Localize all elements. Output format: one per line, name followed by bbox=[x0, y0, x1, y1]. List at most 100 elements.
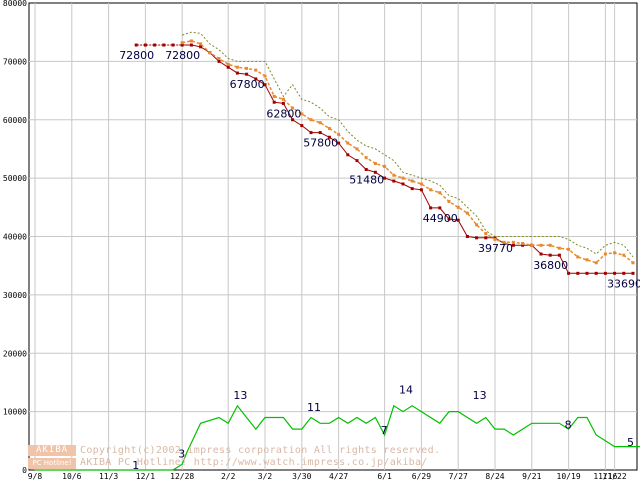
min-price-point bbox=[189, 43, 193, 47]
min-price-point bbox=[226, 65, 230, 69]
min-price-point bbox=[447, 217, 451, 221]
min-price-point bbox=[263, 83, 267, 87]
avg-price-point bbox=[410, 179, 414, 183]
avg-price-point bbox=[346, 141, 350, 145]
price-data-label: 51480 bbox=[349, 173, 384, 186]
min-price-point bbox=[438, 206, 442, 210]
price-data-label: 44900 bbox=[423, 212, 458, 225]
y-axis-ticks: 0 10000 20000 30000 40000 50000 60000 70000 8000… bbox=[3, 0, 27, 475]
avg-price-point bbox=[189, 39, 193, 43]
y-tick-label: 70000 bbox=[3, 57, 27, 66]
avg-price-point bbox=[603, 252, 607, 256]
avg-price-point bbox=[484, 232, 488, 236]
price-data-label: 33690 bbox=[607, 277, 640, 290]
min-price-point bbox=[217, 59, 221, 63]
min-price-point bbox=[245, 72, 249, 76]
y-tick-label: 0 bbox=[22, 466, 27, 475]
min-price-point bbox=[631, 271, 635, 275]
min-price-point bbox=[410, 187, 414, 191]
min-price-point bbox=[291, 118, 295, 122]
data-labels: 72800 72800 67800 62800 57800 51480 44900 39770… bbox=[119, 49, 640, 472]
avg-price-line bbox=[182, 40, 634, 264]
min-price-point bbox=[576, 271, 580, 275]
avg-price-point bbox=[309, 118, 313, 122]
avg-price-point bbox=[456, 205, 460, 209]
count-data-label: 1 bbox=[132, 459, 139, 472]
x-tick-label: 7/27 bbox=[449, 472, 468, 480]
min-price-point bbox=[355, 159, 359, 163]
avg-price-point bbox=[530, 243, 534, 247]
avg-price-point bbox=[548, 243, 552, 247]
avg-price-point bbox=[263, 74, 267, 78]
y-tick-label: 50000 bbox=[3, 174, 27, 183]
avg-price-point bbox=[419, 182, 423, 186]
min-price-point bbox=[419, 188, 423, 192]
akiba-logo: AKIBA PC Hotline! bbox=[28, 445, 76, 469]
avg-price-point bbox=[373, 162, 377, 166]
avg-price-point bbox=[465, 211, 469, 215]
y-tick-label: 10000 bbox=[3, 408, 27, 417]
x-tick-label: 10/6 bbox=[62, 472, 81, 480]
y-tick-label: 80000 bbox=[3, 0, 27, 8]
avg-price-point bbox=[199, 42, 203, 46]
min-price-point bbox=[548, 253, 552, 257]
min-price-point bbox=[373, 170, 377, 174]
price-data-label: 62800 bbox=[266, 107, 301, 120]
min-price-point bbox=[337, 141, 341, 145]
min-price-point bbox=[134, 43, 138, 47]
y-tick-label: 40000 bbox=[3, 233, 27, 242]
price-data-label: 39770 bbox=[478, 242, 513, 255]
avg-price-point bbox=[337, 132, 341, 136]
avg-price-point bbox=[447, 199, 451, 203]
x-tick-label: 11/3 bbox=[99, 472, 118, 480]
series bbox=[35, 31, 640, 471]
logo-bottom-text: PC Hotline! bbox=[28, 458, 76, 469]
count-data-label: 11 bbox=[307, 401, 321, 414]
min-price-point bbox=[475, 236, 479, 240]
min-price-point bbox=[622, 271, 626, 275]
min-price-point bbox=[429, 206, 433, 210]
x-tick-label: 2/2 bbox=[221, 472, 236, 480]
x-tick-label: 3/2 bbox=[258, 472, 273, 480]
min-price-point bbox=[613, 271, 617, 275]
price-data-label: 36800 bbox=[533, 259, 568, 272]
shop-count-line bbox=[35, 404, 640, 471]
count-data-label: 13 bbox=[233, 389, 247, 402]
avg-price-point bbox=[539, 243, 543, 247]
x-axis-ticks: 9/8 10/6 11/3 12/1 12/28 2/2 3/2 3/30 4/27 6/1 6/2… bbox=[28, 472, 627, 480]
min-price-point bbox=[153, 43, 157, 47]
avg-price-point bbox=[511, 240, 515, 244]
avg-price-point bbox=[585, 258, 589, 262]
min-price-point bbox=[180, 43, 184, 47]
avg-price-point bbox=[567, 247, 571, 251]
y-tick-label: 20000 bbox=[3, 349, 27, 358]
avg-price-point bbox=[401, 176, 405, 180]
count-data-label: 7 bbox=[381, 424, 388, 437]
count-data-label: 3 bbox=[178, 447, 185, 460]
avg-price-point bbox=[364, 156, 368, 160]
avg-price-point bbox=[392, 173, 396, 177]
avg-price-point bbox=[631, 261, 635, 265]
avg-price-point bbox=[383, 164, 387, 168]
avg-price-point bbox=[245, 66, 249, 70]
min-price-point bbox=[281, 101, 285, 105]
min-price-point bbox=[401, 182, 405, 186]
min-price-point bbox=[511, 243, 515, 247]
min-price-point bbox=[346, 153, 350, 157]
max-price-line bbox=[182, 31, 634, 258]
avg-price-point bbox=[594, 261, 598, 265]
copyright-watermark: AKIBA PC Hotline! Copyright(c)2002 impre… bbox=[28, 445, 508, 471]
count-data-label: 14 bbox=[399, 383, 413, 396]
grid bbox=[29, 3, 637, 470]
min-price-point bbox=[364, 167, 368, 171]
price-data-label: 67800 bbox=[230, 78, 265, 91]
avg-price-point bbox=[355, 147, 359, 151]
avg-price-point bbox=[557, 246, 561, 250]
x-tick-label: 12/1 bbox=[136, 472, 155, 480]
x-tick-label: 10/19 bbox=[557, 472, 581, 480]
min-price-point bbox=[143, 43, 147, 47]
min-price-point bbox=[585, 271, 589, 275]
min-price-point bbox=[493, 236, 497, 240]
min-price-point bbox=[199, 45, 203, 49]
x-tick-label: 11/16 bbox=[593, 472, 617, 480]
